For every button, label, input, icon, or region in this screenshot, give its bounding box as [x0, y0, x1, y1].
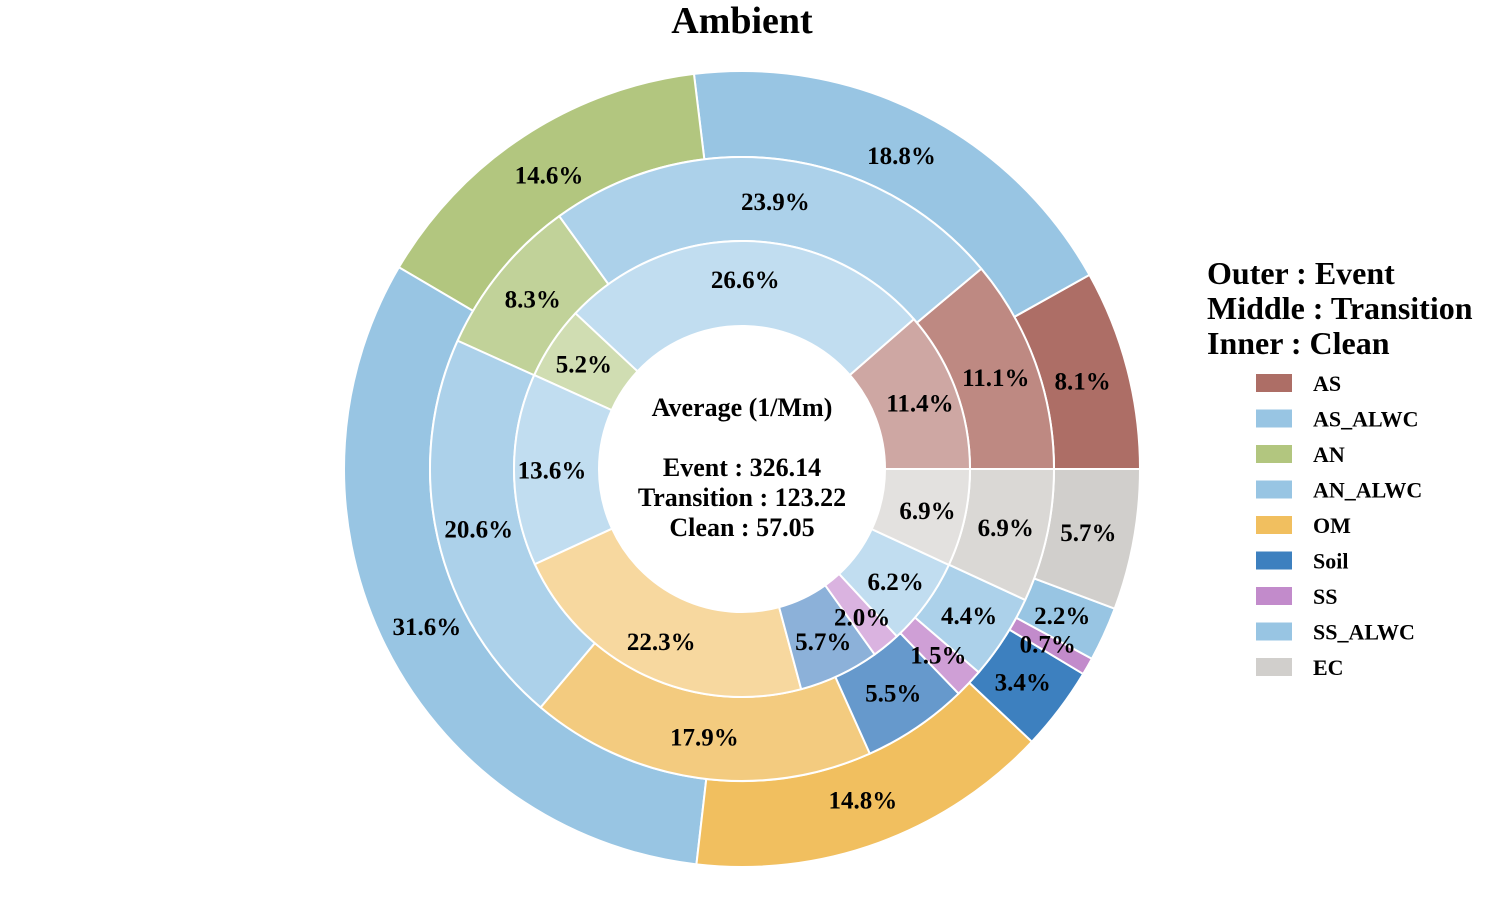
middle-label-ec: 6.9%	[978, 515, 1034, 542]
inner-label-soil: 5.7%	[795, 629, 851, 656]
legend-label-soil: Soil	[1313, 549, 1348, 574]
outer-label-ec: 5.7%	[1060, 520, 1116, 547]
inner-slice-ec	[870, 468, 972, 567]
legend-header-outer: Outer : Event	[1207, 255, 1395, 291]
middle-label-an-alwc: 20.6%	[444, 517, 513, 544]
rings	[343, 69, 1142, 868]
inner-label-an-alwc: 13.6%	[518, 458, 587, 485]
outer-label-om: 14.8%	[829, 788, 898, 815]
legend-label-ss-alwc: SS_ALWC	[1313, 620, 1415, 645]
middle-label-as-alwc: 23.9%	[741, 189, 810, 216]
inner-label-ss: 2.0%	[834, 604, 890, 631]
middle-label-as: 11.1%	[962, 365, 1029, 392]
legend-swatch-as	[1256, 374, 1292, 392]
legend-label-an-alwc: AN_ALWC	[1313, 478, 1422, 503]
outer-label-ss-alwc: 2.2%	[1034, 603, 1090, 630]
legend-items: AS AS_ALWC AN AN_ALWC OM Soil SS SS_ALWC EC	[1256, 371, 1422, 680]
center-heading: Average (1/Mm)	[652, 393, 833, 422]
slice-labels: 8.1% 18.8% 14.6% 31.6% 14.8% 3.4% 0.7%2.2% 5.7%…	[393, 143, 1117, 814]
inner-label-ec: 6.9%	[899, 498, 955, 525]
middle-label-ss: 1.5%	[910, 642, 966, 669]
chart-title: Ambient	[671, 0, 813, 42]
legend-label-an: AN	[1313, 442, 1345, 467]
legend-swatch-as-alwc	[1256, 409, 1292, 428]
legend-label-as: AS	[1313, 371, 1341, 396]
outer-label-soil: 3.4%	[995, 669, 1051, 696]
legend-swatch-ec	[1256, 658, 1292, 676]
center-summary: Average (1/Mm) Event : 326.14 Transition…	[638, 393, 846, 542]
inner-label-ss-alwc: 6.2%	[867, 569, 923, 596]
legend-label-as-alwc: AS_ALWC	[1313, 407, 1419, 432]
legend-label-ss: SS	[1313, 584, 1337, 609]
legend-swatch-an	[1256, 445, 1292, 463]
legend-swatch-om	[1256, 516, 1292, 534]
outer-label-an: 14.6%	[515, 163, 584, 190]
outer-label-ss: 0.7%	[1020, 632, 1076, 659]
legend-swatch-ss	[1256, 587, 1292, 605]
inner-slice-om	[533, 527, 803, 698]
middle-label-om: 17.9%	[670, 724, 739, 751]
inner-label-as-alwc: 26.6%	[711, 267, 780, 294]
outer-label-an-alwc: 31.6%	[393, 614, 462, 641]
middle-label-ss-alwc: 4.4%	[941, 603, 997, 630]
middle-label-an: 8.3%	[505, 286, 561, 313]
inner-slice-as-alwc	[574, 240, 916, 377]
outer-label-as: 8.1%	[1054, 368, 1110, 395]
legend-label-ec: EC	[1313, 655, 1344, 680]
legend-swatch-an-alwc	[1256, 480, 1292, 499]
legend: Outer : Event Middle : Transition Inner …	[1207, 255, 1473, 680]
inner-label-as: 11.4%	[886, 390, 953, 417]
legend-header-middle: Middle : Transition	[1207, 290, 1473, 326]
outer-label-as-alwc: 18.8%	[867, 143, 936, 170]
legend-swatch-ss-alwc	[1256, 622, 1292, 641]
center-line-transition: Transition : 123.22	[638, 483, 846, 512]
center-line-event: Event : 326.14	[663, 453, 821, 482]
center-line-clean: Clean : 57.05	[669, 513, 814, 542]
legend-swatch-soil	[1256, 551, 1292, 570]
inner-label-om: 22.3%	[627, 629, 696, 656]
inner-label-an: 5.2%	[556, 352, 612, 379]
middle-label-soil: 5.5%	[865, 681, 921, 708]
legend-label-om: OM	[1313, 513, 1351, 538]
legend-header-inner: Inner : Clean	[1207, 325, 1390, 361]
